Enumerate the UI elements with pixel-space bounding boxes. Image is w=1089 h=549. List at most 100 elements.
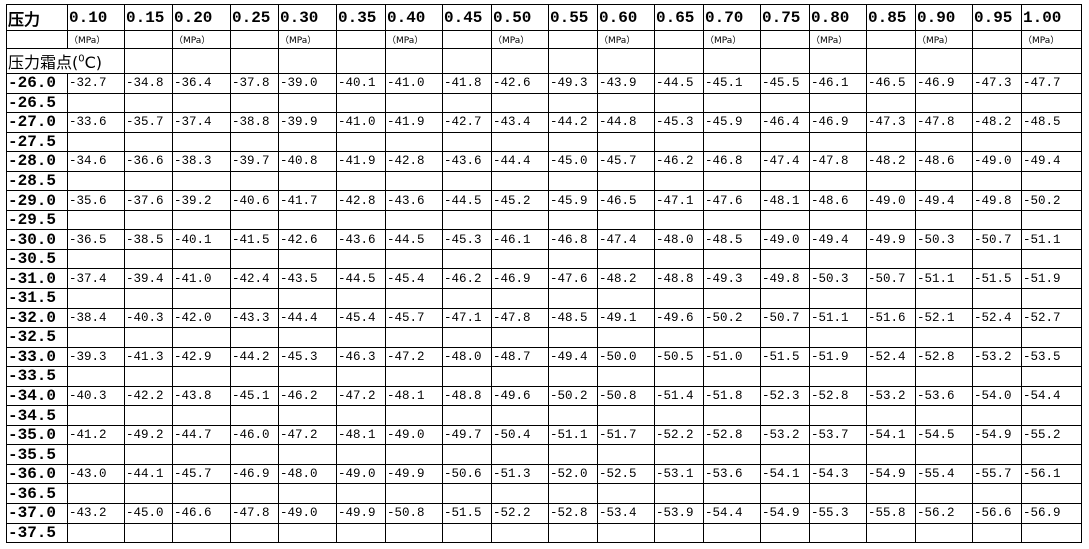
value-cell xyxy=(760,444,810,465)
table-row: -32.0 -38.4 -40.3 -42.0 -43.3 -44.4 -45.4 -45.7… xyxy=(6,307,1082,329)
value-cell: -50.2 xyxy=(703,307,761,329)
value-cell: -44.5 xyxy=(385,229,443,250)
empty-cell xyxy=(278,48,337,74)
value-cell xyxy=(654,92,704,114)
value-cell xyxy=(760,522,810,544)
value-cell xyxy=(809,327,867,348)
value-cell xyxy=(915,209,973,231)
value-cell xyxy=(442,288,492,309)
value-cell xyxy=(442,483,492,505)
value-cell: -53.9 xyxy=(654,503,704,524)
value-cell xyxy=(278,405,337,426)
value-cell xyxy=(67,444,125,465)
value-cell: -47.2 xyxy=(278,424,337,446)
table-row: -36.5 xyxy=(6,483,1082,505)
value-cell: -47.6 xyxy=(703,190,761,211)
value-cell xyxy=(124,170,173,192)
empty-cell xyxy=(915,48,973,74)
value-cell xyxy=(809,483,867,505)
value-cell: -51.5 xyxy=(972,268,1022,290)
value-cell xyxy=(548,131,598,153)
value-cell xyxy=(866,131,916,153)
value-cell xyxy=(336,366,386,387)
value-cell xyxy=(809,131,867,153)
value-cell: -53.6 xyxy=(915,385,973,407)
value-cell xyxy=(703,522,761,544)
value-cell xyxy=(336,444,386,465)
value-cell xyxy=(442,248,492,270)
value-cell xyxy=(278,248,337,270)
value-cell: -52.5 xyxy=(597,463,655,485)
value-cell xyxy=(972,405,1022,426)
value-cell: -49.2 xyxy=(124,424,173,446)
value-cell xyxy=(915,483,973,505)
unit-label xyxy=(124,30,173,49)
value-cell: -49.4 xyxy=(915,190,973,211)
pressure-header: 0.35 xyxy=(336,4,386,31)
value-cell: -47.3 xyxy=(866,112,916,133)
dew-point-cell: -32.5 xyxy=(6,327,68,348)
value-cell xyxy=(336,248,386,270)
value-cell: -43.4 xyxy=(491,112,549,133)
value-cell xyxy=(1021,248,1082,270)
value-cell xyxy=(760,483,810,505)
value-cell xyxy=(866,92,916,114)
table-row: -37.0 -43.2 -45.0 -46.6 -47.8 -49.0 -49.9 -50.8… xyxy=(6,503,1082,524)
unit-row: （MPa） （MPa） （MPa） （MPa） （MPa） （MPa） （MPa） （MPa）… xyxy=(6,30,1082,49)
value-cell xyxy=(67,483,125,505)
value-cell: -46.9 xyxy=(809,112,867,133)
value-cell xyxy=(278,327,337,348)
unit-label: （MPa） xyxy=(703,30,761,49)
pressure-header: 0.50 xyxy=(491,4,549,31)
value-cell xyxy=(597,170,655,192)
value-cell: -37.4 xyxy=(172,112,231,133)
table-row: -34.0 -40.3 -42.2 -43.8 -45.1 -46.2 -47.2 -48.1… xyxy=(6,385,1082,407)
value-cell: -54.9 xyxy=(760,503,810,524)
value-cell: -55.7 xyxy=(972,463,1022,485)
value-cell xyxy=(548,209,598,231)
pressure-header: 0.90 xyxy=(915,4,973,31)
table-row: -31.0 -37.4 -39.4 -41.0 -42.4 -43.5 -44.5 -45.4… xyxy=(6,268,1082,290)
value-cell: -50.5 xyxy=(654,346,704,368)
value-cell xyxy=(760,131,810,153)
value-cell: -50.7 xyxy=(972,229,1022,250)
value-cell: -32.7 xyxy=(67,73,125,94)
value-cell xyxy=(809,288,867,309)
unit-label: （MPa） xyxy=(491,30,549,49)
value-cell xyxy=(230,522,279,544)
value-cell xyxy=(548,483,598,505)
empty-cell xyxy=(172,48,231,74)
dew-point-cell: -28.5 xyxy=(6,170,68,192)
value-cell xyxy=(866,366,916,387)
value-cell: -45.4 xyxy=(385,268,443,290)
value-cell: -41.5 xyxy=(230,229,279,250)
value-cell xyxy=(972,366,1022,387)
value-cell xyxy=(915,444,973,465)
unit-label: （MPa） xyxy=(809,30,867,49)
value-cell: -36.6 xyxy=(124,151,173,172)
value-cell: -44.2 xyxy=(548,112,598,133)
value-cell: -53.6 xyxy=(703,463,761,485)
empty-cell xyxy=(597,48,655,74)
value-cell: -51.0 xyxy=(703,346,761,368)
value-cell: -41.3 xyxy=(124,346,173,368)
value-cell: -47.4 xyxy=(597,229,655,250)
value-cell: -47.3 xyxy=(972,73,1022,94)
value-cell xyxy=(124,366,173,387)
value-cell: -42.2 xyxy=(124,385,173,407)
value-cell: -46.2 xyxy=(654,151,704,172)
value-cell xyxy=(760,288,810,309)
value-cell: -54.4 xyxy=(1021,385,1082,407)
dew-point-cell: -26.5 xyxy=(6,92,68,114)
value-cell: -46.9 xyxy=(230,463,279,485)
value-cell: -48.5 xyxy=(703,229,761,250)
value-cell: -49.6 xyxy=(654,307,704,329)
value-cell: -43.3 xyxy=(230,307,279,329)
value-cell: -50.7 xyxy=(760,307,810,329)
value-cell: -50.2 xyxy=(548,385,598,407)
value-cell: -52.2 xyxy=(654,424,704,446)
value-cell: -45.5 xyxy=(760,73,810,94)
value-cell xyxy=(654,444,704,465)
value-cell xyxy=(972,209,1022,231)
empty-cell xyxy=(442,48,492,74)
